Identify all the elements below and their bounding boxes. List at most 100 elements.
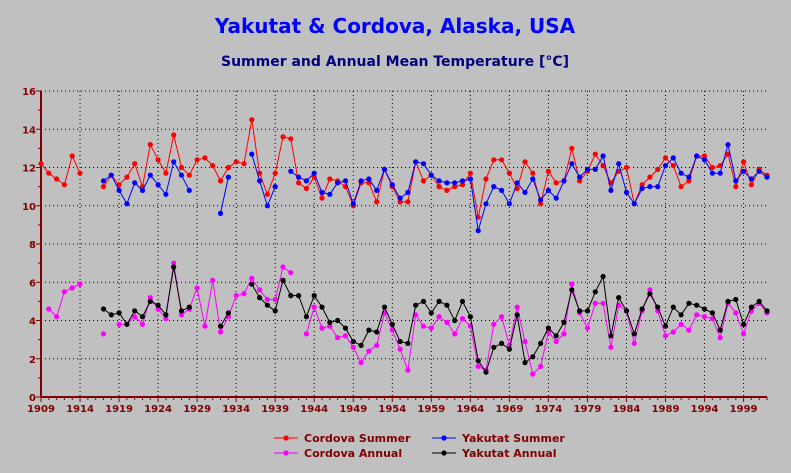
data-point-cordova-summer	[639, 182, 645, 188]
x-tick-label: 1959	[417, 404, 445, 415]
data-point-yakutat-annual	[741, 321, 747, 327]
data-point-cordova-summer	[491, 157, 497, 163]
data-point-cordova-annual	[459, 316, 466, 322]
data-point-cordova-summer	[327, 176, 333, 182]
data-point-yakutat-summer	[600, 153, 606, 159]
data-point-cordova-annual	[241, 291, 247, 297]
data-point-cordova-summer	[147, 142, 153, 148]
x-tick-label: 1964	[456, 404, 484, 415]
data-point-yakutat-annual	[155, 302, 161, 308]
data-point-yakutat-annual	[413, 302, 419, 308]
data-point-cordova-summer	[46, 170, 52, 176]
data-point-cordova-summer	[194, 157, 200, 163]
data-point-yakutat-annual	[163, 312, 169, 318]
x-tick-label: 1989	[652, 404, 680, 415]
data-point-yakutat-summer	[257, 178, 263, 184]
data-point-yakutat-summer	[171, 159, 177, 165]
data-point-yakutat-summer	[420, 161, 427, 167]
data-point-cordova-summer	[569, 145, 575, 151]
data-point-cordova-summer	[264, 191, 270, 197]
data-point-cordova-summer	[499, 157, 505, 163]
data-point-cordova-summer	[116, 182, 122, 188]
data-point-cordova-annual	[608, 344, 614, 350]
data-point-yakutat-annual	[366, 327, 372, 333]
data-point-yakutat-summer	[553, 195, 559, 201]
data-point-cordova-summer	[647, 174, 653, 180]
data-point-yakutat-annual	[709, 310, 716, 316]
data-point-cordova-annual	[100, 331, 107, 337]
data-point-yakutat-summer	[428, 172, 434, 178]
data-point-yakutat-annual	[405, 340, 411, 346]
x-tick-label: 1974	[534, 404, 562, 415]
data-point-yakutat-summer	[311, 170, 317, 176]
data-point-cordova-summer	[577, 178, 583, 184]
data-point-cordova-annual	[350, 344, 356, 350]
data-point-cordova-summer	[233, 159, 239, 165]
data-point-cordova-annual	[311, 304, 317, 310]
data-point-yakutat-annual	[124, 321, 130, 327]
data-point-cordova-annual	[155, 306, 161, 312]
data-point-cordova-annual	[397, 346, 403, 352]
data-point-cordova-summer	[210, 163, 216, 169]
data-point-yakutat-annual	[272, 308, 278, 314]
data-point-cordova-summer	[748, 182, 755, 188]
data-point-yakutat-annual	[662, 323, 669, 329]
data-point-yakutat-summer	[741, 168, 747, 174]
data-point-yakutat-annual	[186, 304, 192, 310]
data-point-yakutat-summer	[108, 172, 114, 178]
data-point-yakutat-summer	[444, 180, 450, 186]
series-line-yakutat-annual	[103, 266, 190, 326]
y-tick-label: 0	[29, 393, 36, 404]
data-point-cordova-annual	[405, 367, 411, 373]
x-tick-label: 1909	[27, 404, 55, 415]
data-point-cordova-annual	[561, 331, 567, 337]
data-point-cordova-annual	[358, 360, 364, 366]
data-point-yakutat-annual	[257, 295, 263, 301]
series-yakutat-summer	[100, 142, 770, 234]
data-point-yakutat-summer	[616, 161, 622, 167]
data-point-cordova-annual	[366, 348, 372, 354]
data-point-yakutat-annual	[483, 369, 489, 375]
data-point-yakutat-summer	[717, 170, 723, 176]
data-point-cordova-annual	[272, 296, 278, 303]
data-point-yakutat-annual	[764, 308, 770, 314]
data-point-yakutat-summer	[124, 201, 130, 207]
data-point-cordova-annual	[288, 270, 294, 276]
data-point-cordova-annual	[374, 342, 380, 348]
data-point-yakutat-annual	[538, 340, 544, 346]
data-point-cordova-summer	[405, 199, 411, 205]
data-point-cordova-annual	[631, 340, 637, 346]
data-point-yakutat-summer	[608, 187, 614, 193]
data-point-cordova-summer	[124, 174, 130, 180]
x-tick-label: 1924	[144, 404, 172, 415]
data-point-cordova-summer	[655, 166, 661, 172]
data-point-cordova-summer	[741, 159, 747, 165]
data-point-cordova-summer	[163, 170, 169, 176]
data-point-yakutat-annual	[264, 302, 270, 308]
x-tick-label: 1919	[105, 404, 133, 415]
data-point-cordova-annual	[335, 335, 341, 341]
data-point-cordova-annual	[178, 312, 185, 318]
data-point-cordova-annual	[670, 329, 676, 335]
data-point-cordova-summer	[132, 161, 138, 167]
data-point-yakutat-summer	[116, 187, 122, 193]
data-point-cordova-annual	[686, 327, 692, 333]
data-point-cordova-summer	[272, 170, 278, 176]
data-point-yakutat-annual	[717, 327, 723, 333]
data-point-cordova-annual	[342, 333, 349, 339]
data-point-cordova-summer	[61, 182, 67, 188]
data-point-cordova-annual	[163, 316, 169, 322]
data-point-cordova-annual	[592, 300, 598, 306]
data-point-yakutat-summer	[178, 172, 185, 178]
data-point-cordova-annual	[210, 277, 216, 283]
legend-label-cordova-summer: Cordova Summer	[304, 432, 411, 445]
data-point-yakutat-summer	[514, 180, 520, 186]
data-point-cordova-summer	[600, 163, 606, 169]
x-tick-label: 1929	[183, 404, 211, 415]
data-point-yakutat-summer	[225, 174, 231, 180]
data-point-cordova-summer	[100, 184, 107, 190]
data-point-yakutat-annual	[225, 310, 231, 316]
x-tick-label: 1939	[261, 404, 289, 415]
chart-title: Yakutat & Cordova, Alaska, USA	[214, 14, 576, 38]
data-point-yakutat-summer	[733, 178, 739, 184]
